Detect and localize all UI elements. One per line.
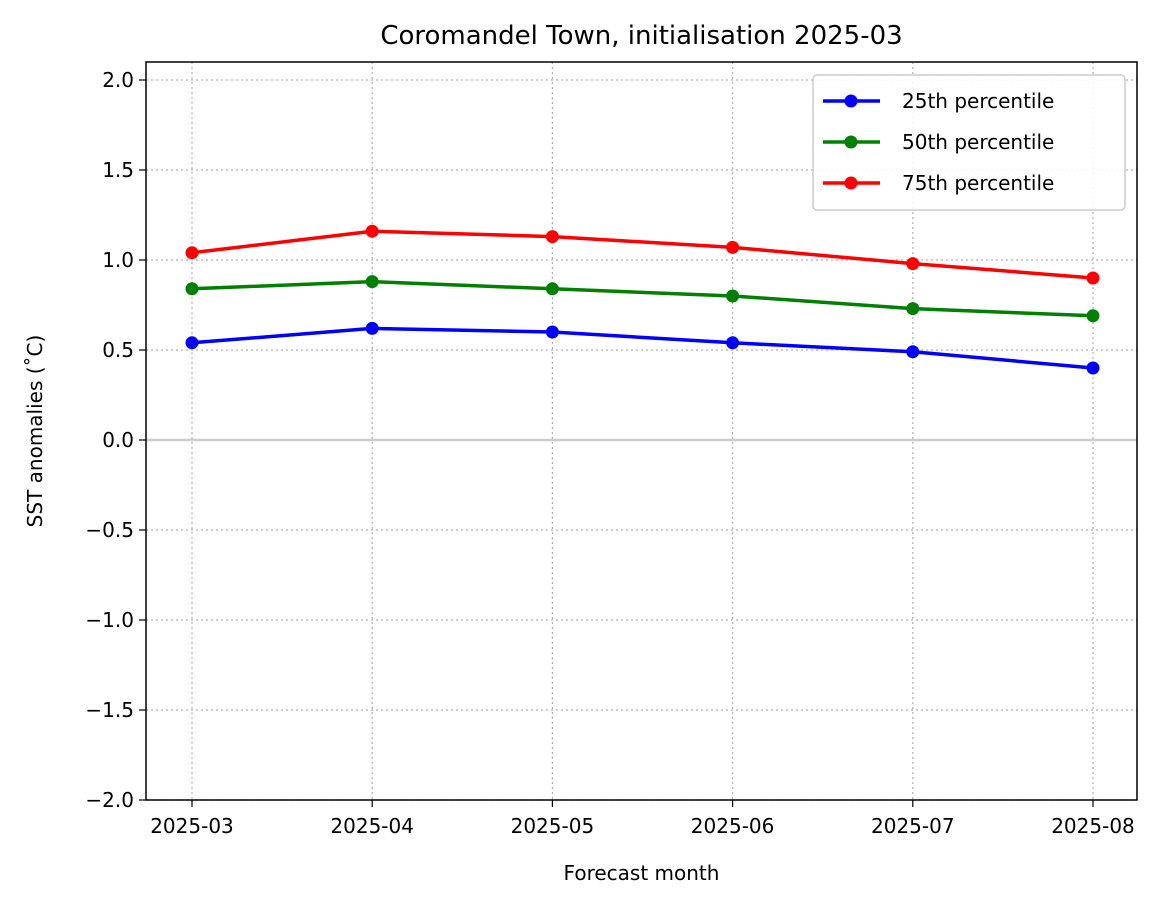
x-tick-label: 2025-07 [871,814,955,838]
legend-marker [844,135,858,149]
data-point [906,345,920,359]
legend-item: 25th percentile [823,89,1054,113]
series-group [185,224,1100,375]
series [185,321,1100,375]
data-point [545,282,559,296]
data-point [545,325,559,339]
data-point [365,321,379,335]
data-point [545,230,559,244]
data-point [185,282,199,296]
legend-box [812,74,1126,211]
series [185,224,1100,285]
y-axis-label: SST anomalies (˚C) [23,335,47,528]
y-tick-label: −2.0 [85,788,134,812]
x-tick-label: 2025-04 [330,814,414,838]
data-point [365,224,379,238]
chart-title: Coromandel Town, initialisation 2025-03 [380,21,902,51]
y-tick-label: 1.5 [102,158,134,182]
data-point [185,246,199,260]
y-tick-label: −0.5 [85,518,134,542]
legend-marker [844,176,858,190]
x-ticks: 2025-03 2025-04 2025-05 2025-06 2025-07 2025-… [150,800,1135,838]
y-tick-label: 2.0 [102,68,134,92]
series-line [191,279,1094,318]
y-tick-label: 0.0 [102,428,134,452]
data-point [906,302,920,316]
x-tick-label: 2025-05 [511,814,595,838]
data-point [726,336,740,350]
legend-label: 75th percentile [902,171,1054,195]
x-tick-label: 2025-03 [150,814,234,838]
y-tick-label: 1.0 [102,248,134,272]
series-line [191,229,1094,280]
data-point [726,240,740,254]
y-ticks: −2.0 −1.5 −1.0 −0.5 0.0 0.5 1.0 1.5 2.0 [85,68,146,812]
data-point [1086,309,1100,323]
legend-label: 25th percentile [902,89,1054,113]
y-tick-label: −1.0 [85,608,134,632]
data-point [365,275,379,289]
axes-frame [145,61,1138,801]
y-tick-label: −1.5 [85,698,134,722]
data-point [185,336,199,350]
legend-label: 50th percentile [902,130,1054,154]
data-point [1086,271,1100,285]
x-axis-label: Forecast month [564,861,720,885]
data-point [906,257,920,271]
legend-marker [844,94,858,108]
x-tick-label: 2025-06 [691,814,775,838]
series [185,275,1100,323]
legend: 25th percentile 50th percentile 75th perce… [812,74,1126,211]
series-line [191,326,1094,370]
data-point [1086,361,1100,375]
legend-item: 50th percentile [823,130,1054,154]
x-tick-label: 2025-08 [1051,814,1135,838]
y-tick-label: 0.5 [102,338,134,362]
data-point [726,289,740,303]
legend-item: 75th percentile [823,171,1054,195]
